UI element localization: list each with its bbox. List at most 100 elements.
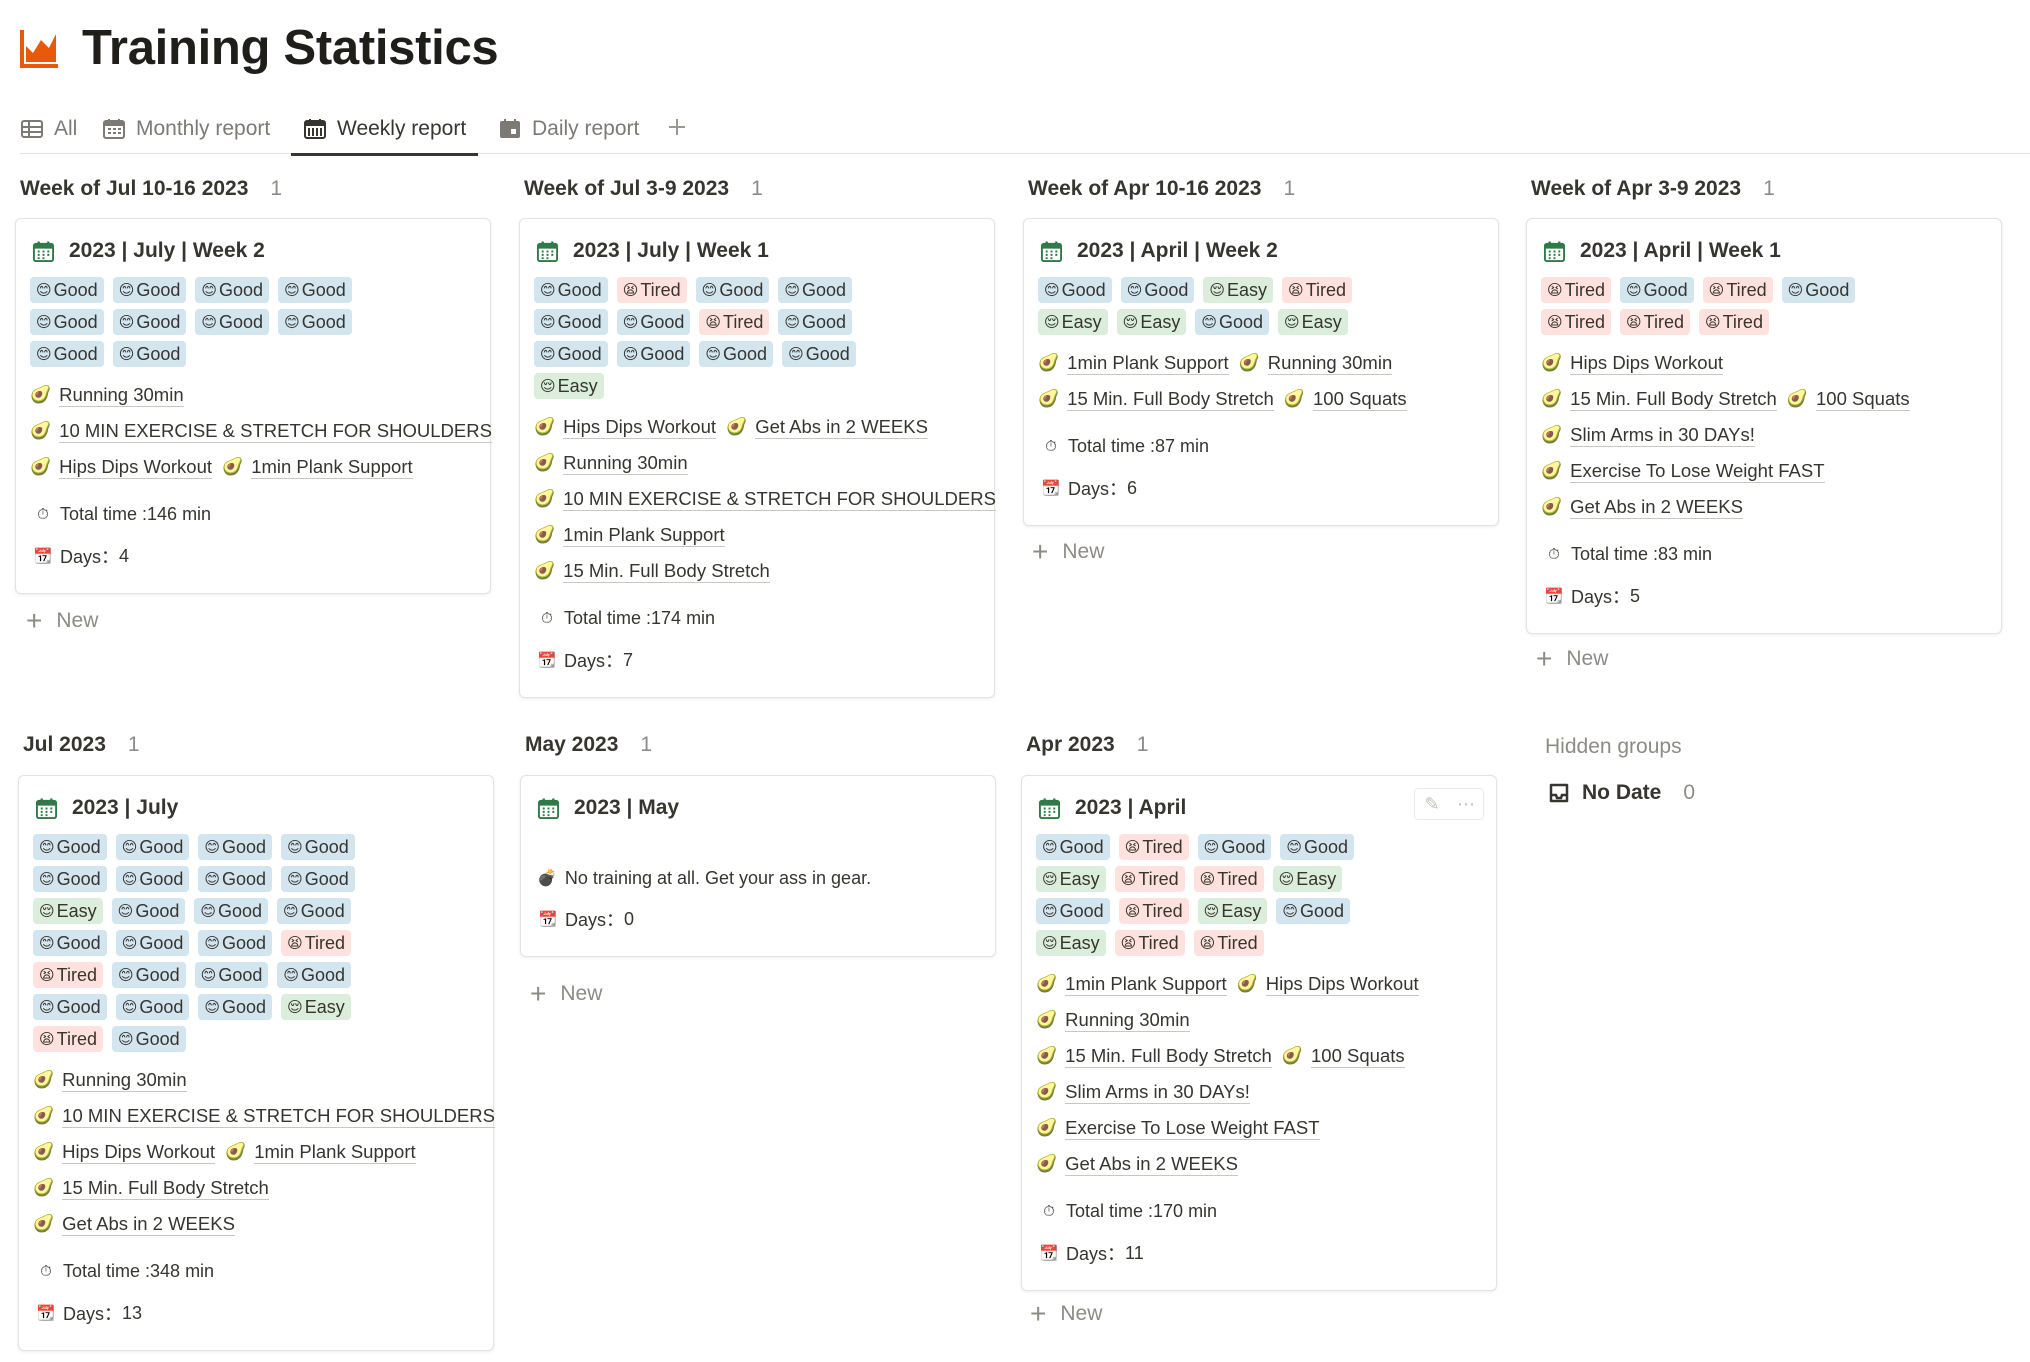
total-time-property: ⏱ Total time : 83 min: [1543, 533, 1987, 575]
tag-label: Good: [1059, 836, 1104, 857]
tag-label: Good: [219, 279, 264, 300]
more-icon[interactable]: ⋯: [1457, 793, 1475, 814]
avocado-icon: 🥑: [1541, 389, 1563, 408]
tag-label: Good: [219, 311, 264, 332]
days-label: Days：: [60, 547, 120, 567]
report-card[interactable]: 2023 | May 💣 No training at all. Get your …: [520, 775, 996, 957]
workout-link[interactable]: 🥑 Get Abs in 2 WEEKS: [726, 409, 928, 445]
workout-link[interactable]: 🥑 Running 30min: [30, 377, 184, 413]
emoji-icon: 😫: [39, 967, 55, 984]
stopwatch-icon: ⏱: [40, 1262, 52, 1280]
tab-all[interactable]: All: [20, 104, 77, 154]
workout-link[interactable]: 🥑 15 Min. Full Body Stretch: [1541, 381, 1777, 417]
hidden-group-no-date[interactable]: No Date 0: [1548, 781, 1695, 805]
feeling-tag: 😊 Good: [33, 994, 107, 1020]
workout-link[interactable]: 🥑 1min Plank Support: [222, 449, 413, 485]
workout-title: 15 Min. Full Body Stretch: [1067, 387, 1274, 411]
workout-link[interactable]: 🥑 10 MIN EXERCISE & STRETCH FOR SHOULDERS: [534, 481, 996, 517]
tag-label: Easy: [1059, 868, 1100, 889]
report-card[interactable]: 2023 | April | Week 2 😊 Good 😊 Good 😌 Easy 😫 Tir…: [1023, 218, 1499, 526]
stopwatch-icon: ⏱: [37, 505, 49, 523]
tag-label: Good: [135, 1028, 180, 1049]
stopwatch-icon: ⏱: [541, 609, 553, 627]
workout-link[interactable]: 🥑 Slim Arms in 30 DAYs!: [1541, 417, 1755, 453]
report-card[interactable]: 2023 | July | Week 1 😊 Good 😫 Tired 😊 Good 😊 Goo…: [519, 218, 996, 698]
days-label: Days：: [1068, 479, 1128, 499]
workout-link[interactable]: 🥑 Running 30min: [1036, 1002, 1190, 1038]
avocado-icon: 🥑: [534, 525, 556, 544]
workout-link[interactable]: 🥑 100 Squats: [1284, 381, 1407, 417]
calendar-icon: [1040, 240, 1063, 262]
workout-title: Get Abs in 2 WEEKS: [755, 415, 928, 439]
feeling-tag: 😊 Good: [198, 834, 273, 860]
group-header: Apr 2023 1: [1026, 733, 1148, 757]
avocado-icon: 🥑: [534, 453, 556, 472]
edit-icon[interactable]: ✎: [1424, 793, 1440, 814]
workout-link[interactable]: 🥑 Exercise To Lose Weight FAST: [1036, 1110, 1320, 1146]
feeling-tag: 😊 Good: [115, 834, 190, 860]
workout-link[interactable]: 🥑 1min Plank Support: [1036, 966, 1227, 1002]
workout-link[interactable]: 🥑 Hips Dips Workout: [534, 409, 717, 445]
feeling-tag: 😊 Good: [1280, 834, 1355, 860]
workout-link[interactable]: 🥑 Exercise To Lose Weight FAST: [1541, 453, 1825, 489]
report-card[interactable]: 2023 | April | Week 1 😫 Tired 😊 Good 😫 Tired 😊 G…: [1526, 218, 2002, 634]
tag-label: Good: [135, 900, 180, 921]
tag-label: Tired: [56, 1028, 97, 1049]
workout-link[interactable]: 🥑 Running 30min: [33, 1062, 187, 1098]
tab-daily-report[interactable]: Daily report: [498, 104, 639, 154]
emoji-icon: 😌: [1278, 871, 1295, 888]
feeling-tag: 😊 Good: [195, 277, 270, 303]
workout-link[interactable]: 🥑 Get Abs in 2 WEEKS: [1541, 489, 1743, 525]
new-card-button[interactable]: + New: [1536, 645, 1608, 673]
feeling-tag: 😊 Good: [198, 994, 273, 1020]
workout-link[interactable]: 🥑 100 Squats: [1282, 1038, 1405, 1074]
workout-link[interactable]: 🥑 Get Abs in 2 WEEKS: [1036, 1146, 1238, 1182]
new-card-button[interactable]: + New: [530, 980, 602, 1008]
report-card[interactable]: 2023 | April ✎ ⋯ 😊 Good 😫 Tired 😊 Good 😊 Good 😌 Easy…: [1021, 775, 1497, 1291]
tag-label: Good: [301, 964, 346, 985]
workout-link[interactable]: 🥑 100 Squats: [1787, 381, 1910, 417]
tab-weekly-report[interactable]: Weekly report: [290, 104, 479, 156]
workout-link[interactable]: 🥑 Hips Dips Workout: [30, 449, 213, 485]
workout-link[interactable]: 🥑 Hips Dips Workout: [33, 1134, 216, 1170]
workout-link[interactable]: 🥑 15 Min. Full Body Stretch: [1038, 381, 1274, 417]
workout-link[interactable]: 🥑 Running 30min: [534, 445, 688, 481]
new-card-button[interactable]: + New: [1032, 538, 1104, 566]
emoji-icon: 😊: [117, 1031, 134, 1048]
group-count: 1: [1763, 177, 1775, 200]
tag-label: Easy: [1059, 932, 1100, 953]
workout-link[interactable]: 🥑 1min Plank Support: [225, 1134, 416, 1170]
emoji-icon: 😌: [39, 903, 55, 920]
tear-off-calendar-icon: 📆: [1041, 480, 1061, 497]
workout-link[interactable]: 🥑 15 Min. Full Body Stretch: [33, 1170, 269, 1206]
new-card-button[interactable]: + New: [26, 607, 98, 635]
workout-link[interactable]: 🥑 1min Plank Support: [1038, 345, 1229, 381]
report-card[interactable]: 2023 | July 😊 Good 😊 Good 😊 Good 😊 Good 😊 Good 😊 Goo…: [18, 775, 495, 1351]
emoji-icon: 😌: [1042, 935, 1058, 952]
tab-monthly-report[interactable]: Monthly report: [102, 104, 270, 154]
workout-link[interactable]: 🥑 10 MIN EXERCISE & STRETCH FOR SHOULDERS: [33, 1098, 495, 1134]
tag-label: Good: [136, 311, 181, 332]
report-card[interactable]: 2023 | July | Week 2 😊 Good 😊 Good 😊 Good 😊 Good…: [15, 218, 492, 594]
tag-label: Tired: [1643, 311, 1684, 332]
feeling-tags: 😊 Good 😊 Good 😌 Easy 😫 Tired 😌 Easy 😌 Easy 😊 Good 😌 Eas…: [1038, 277, 1398, 335]
workout-link[interactable]: 🥑 Running 30min: [1239, 345, 1393, 381]
group-count: 1: [1136, 733, 1149, 756]
workout-link[interactable]: 🥑 Hips Dips Workout: [1541, 345, 1724, 381]
avocado-icon: 🥑: [534, 417, 556, 436]
workout-link[interactable]: 🥑 Get Abs in 2 WEEKS: [33, 1206, 235, 1242]
feeling-tag: 😫 Tired: [33, 1026, 103, 1052]
workout-link[interactable]: 🥑 10 MIN EXERCISE & STRETCH FOR SHOULDERS: [30, 413, 492, 449]
card-title: 2023 | July | Week 1: [536, 235, 980, 267]
workout-link[interactable]: 🥑 1min Plank Support: [534, 517, 725, 553]
workout-link[interactable]: 🥑 15 Min. Full Body Stretch: [534, 553, 770, 589]
workout-link[interactable]: 🥑 Hips Dips Workout: [1237, 966, 1419, 1002]
avocado-icon: 🥑: [1281, 1046, 1304, 1065]
emoji-icon: 😊: [1126, 282, 1143, 299]
workout-link[interactable]: 🥑 Slim Arms in 30 DAYs!: [1036, 1074, 1250, 1110]
add-view-button[interactable]: [662, 112, 692, 142]
workout-link[interactable]: 🥑 15 Min. Full Body Stretch: [1036, 1038, 1272, 1074]
new-card-button[interactable]: + New: [1030, 1300, 1102, 1328]
tag-label: Tired: [1142, 836, 1183, 857]
feeling-tag: 😊 Good: [115, 866, 190, 892]
